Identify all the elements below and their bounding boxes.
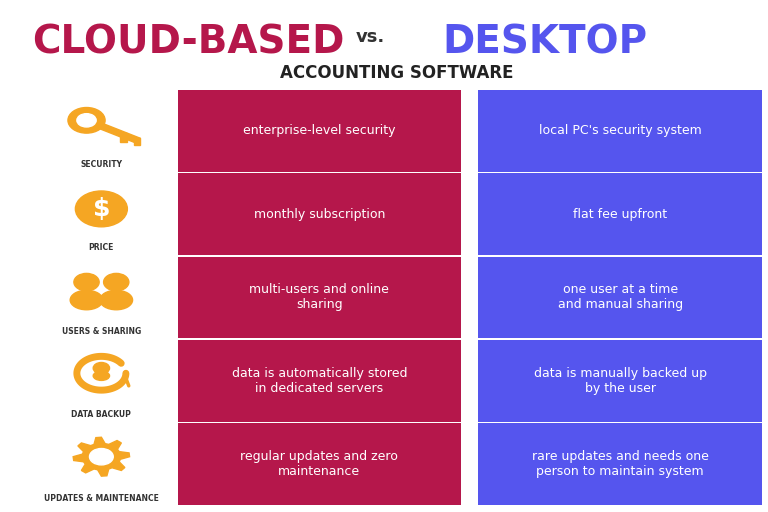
FancyBboxPatch shape <box>177 173 462 255</box>
FancyBboxPatch shape <box>177 257 462 338</box>
Text: DATA BACKUP: DATA BACKUP <box>71 410 131 419</box>
Text: one user at a time
and manual sharing: one user at a time and manual sharing <box>558 284 683 311</box>
FancyBboxPatch shape <box>177 90 462 172</box>
Circle shape <box>104 273 129 291</box>
FancyBboxPatch shape <box>478 257 762 338</box>
Text: local PC's security system: local PC's security system <box>539 124 701 137</box>
Text: USERS & SHARING: USERS & SHARING <box>61 327 141 336</box>
Text: DESKTOP: DESKTOP <box>442 23 647 61</box>
Text: $: $ <box>93 197 110 221</box>
Circle shape <box>68 108 105 133</box>
Text: CLOUD-BASED: CLOUD-BASED <box>32 23 345 61</box>
FancyBboxPatch shape <box>478 340 762 422</box>
Text: flat fee upfront: flat fee upfront <box>573 207 667 221</box>
Text: UPDATES & MAINTENANCE: UPDATES & MAINTENANCE <box>44 494 159 503</box>
FancyArrow shape <box>134 138 140 145</box>
Text: vs.: vs. <box>356 28 386 46</box>
Text: ACCOUNTING SOFTWARE: ACCOUNTING SOFTWARE <box>280 64 513 82</box>
FancyBboxPatch shape <box>478 423 762 505</box>
Text: data is manually backed up
by the user: data is manually backed up by the user <box>534 367 707 395</box>
Text: monthly subscription: monthly subscription <box>253 207 385 221</box>
FancyBboxPatch shape <box>177 423 462 505</box>
Text: PRICE: PRICE <box>88 243 114 252</box>
FancyBboxPatch shape <box>177 340 462 422</box>
Circle shape <box>77 114 96 127</box>
Text: data is automatically stored
in dedicated servers: data is automatically stored in dedicate… <box>232 367 407 395</box>
FancyArrow shape <box>121 133 127 142</box>
Ellipse shape <box>70 290 103 310</box>
Ellipse shape <box>100 290 133 310</box>
FancyArrow shape <box>84 118 141 143</box>
Circle shape <box>75 191 127 227</box>
Circle shape <box>74 273 99 291</box>
Text: regular updates and zero
maintenance: regular updates and zero maintenance <box>240 451 399 478</box>
Polygon shape <box>73 437 130 476</box>
Circle shape <box>93 362 110 374</box>
FancyBboxPatch shape <box>478 173 762 255</box>
FancyBboxPatch shape <box>478 90 762 172</box>
Text: enterprise-level security: enterprise-level security <box>243 124 396 137</box>
Ellipse shape <box>93 371 110 380</box>
Text: rare updates and needs one
person to maintain system: rare updates and needs one person to mai… <box>531 451 709 478</box>
Text: multi-users and online
sharing: multi-users and online sharing <box>250 284 389 311</box>
Circle shape <box>90 449 113 465</box>
Text: SECURITY: SECURITY <box>81 160 122 169</box>
